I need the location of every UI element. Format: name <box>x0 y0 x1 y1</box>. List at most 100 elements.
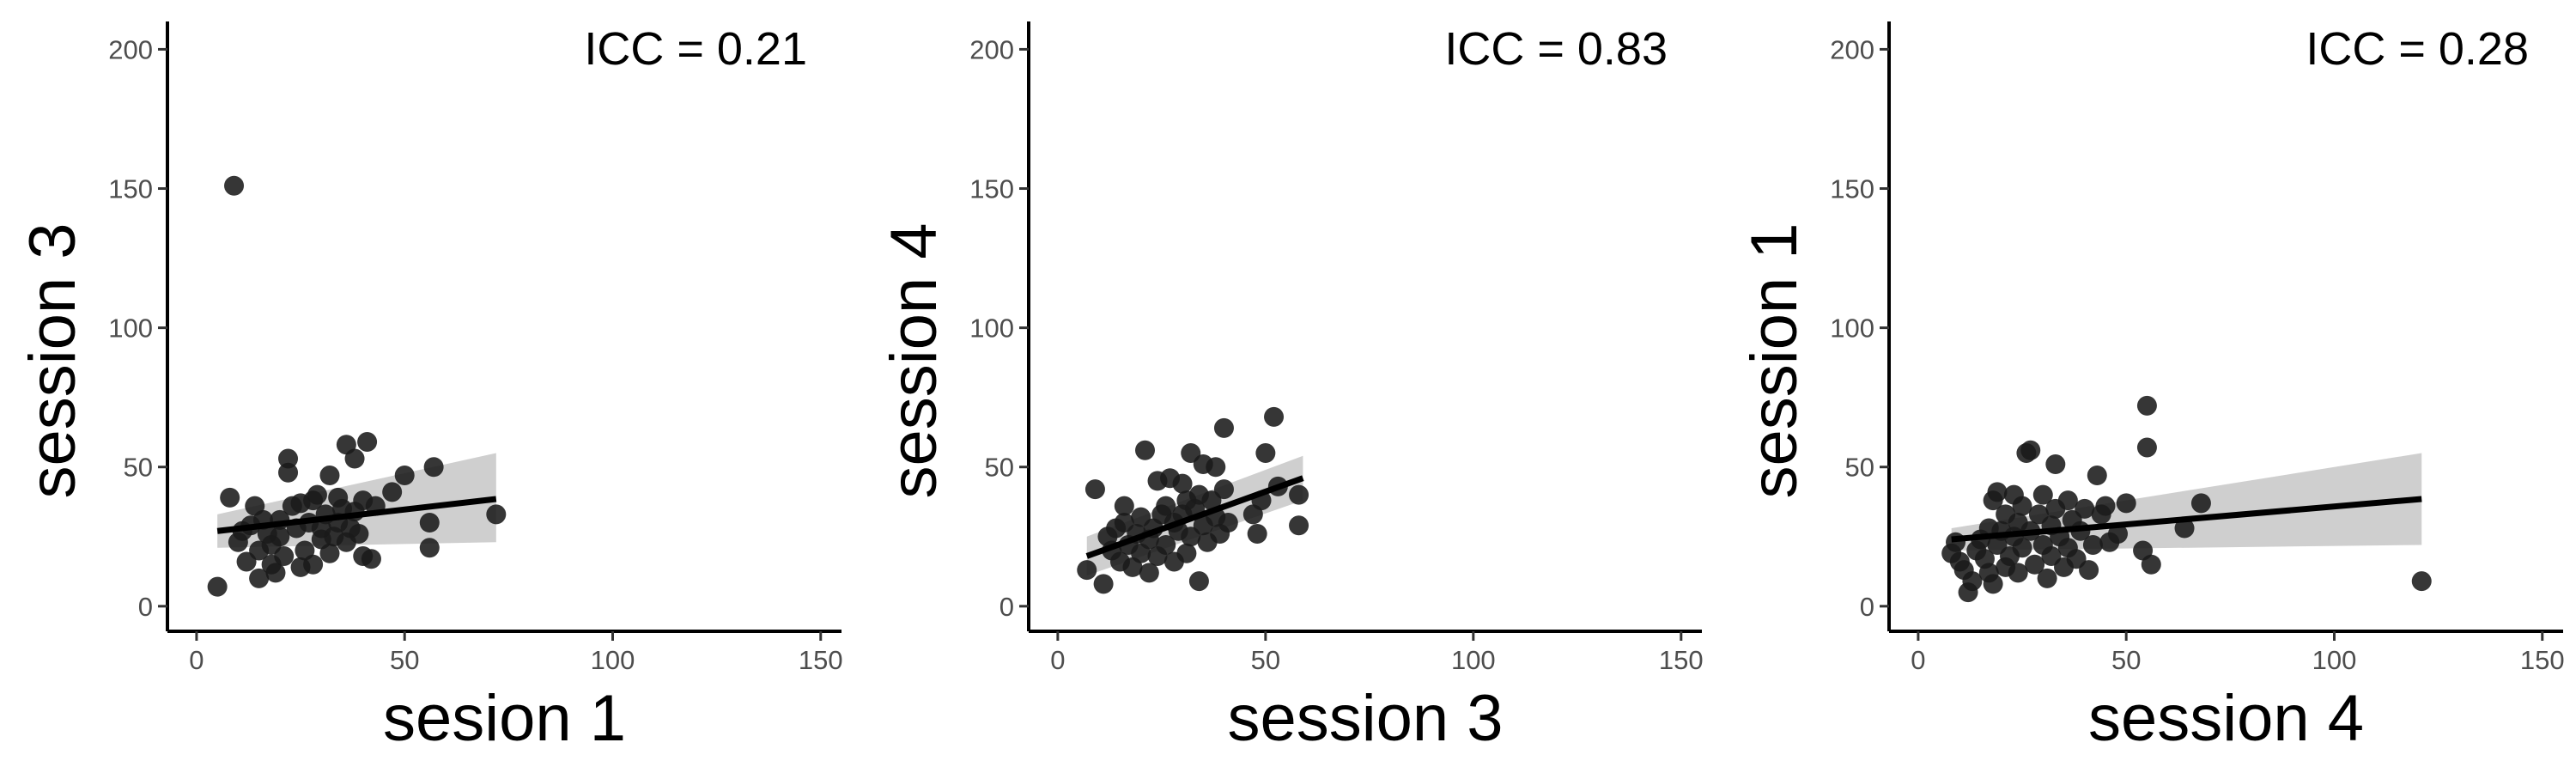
chart-panel-2: 0 50 100 150 0 50 100 150 200 ICC = 0.83 session 3… <box>878 21 1704 755</box>
data-point <box>1289 515 1309 536</box>
icc-annotation: ICC = 0.83 <box>1444 23 1668 75</box>
data-point <box>278 462 299 483</box>
regression-line <box>216 496 497 534</box>
data-point <box>394 465 415 485</box>
y-tick-label: 200 <box>1830 34 1874 64</box>
y-tick-label: 0 <box>999 592 1014 622</box>
regression-line <box>1085 475 1304 559</box>
y-tick-label: 0 <box>1860 592 1874 622</box>
data-point <box>1218 513 1238 533</box>
data-point <box>303 554 324 575</box>
data-point <box>382 482 403 502</box>
data-point <box>2136 437 2157 458</box>
data-point <box>1084 479 1105 500</box>
data-point <box>1289 484 1309 505</box>
chart-panel-1: 0 50 100 150 0 50 100 150 200 ICC = 0.21 sesion 1 s… <box>16 21 843 755</box>
x-tick-label: 50 <box>2111 645 2141 675</box>
data-point <box>1946 532 1966 552</box>
data-point <box>1206 457 1226 478</box>
data-point <box>2075 498 2095 519</box>
data-point <box>1983 574 2003 594</box>
data-point <box>419 513 440 533</box>
x-tick-label: 150 <box>2520 645 2565 675</box>
y-tick-label: 50 <box>124 453 153 483</box>
data-point <box>2032 484 2053 505</box>
data-point <box>307 484 327 505</box>
data-point <box>2095 496 2116 516</box>
data-point <box>278 448 299 469</box>
data-point <box>319 543 340 563</box>
y-tick-label: 50 <box>1845 453 1874 483</box>
data-point <box>1135 440 1156 460</box>
data-point <box>1264 406 1285 427</box>
data-point <box>2141 554 2161 575</box>
y-tick-label: 100 <box>1830 313 1874 344</box>
data-point <box>1255 443 1276 464</box>
data-point <box>361 549 381 569</box>
data-point <box>274 545 295 566</box>
data-point <box>207 576 228 597</box>
data-point <box>249 568 270 588</box>
y-axis-title: session 3 <box>16 222 89 498</box>
y-tick-label: 150 <box>969 174 1014 204</box>
x-tick-label: 150 <box>799 645 843 675</box>
data-point <box>270 526 290 547</box>
data-point <box>1247 524 1267 545</box>
y-tick-label: 100 <box>108 313 153 344</box>
data-point <box>1172 473 1193 494</box>
data-point <box>1114 496 1134 516</box>
x-tick-label: 0 <box>189 645 204 675</box>
data-point <box>1987 482 2008 502</box>
y-tick-label: 150 <box>1830 174 1874 204</box>
x-tick-label: 0 <box>1050 645 1065 675</box>
data-point <box>2087 465 2107 485</box>
data-point <box>2174 518 2195 539</box>
data-point <box>2116 493 2136 514</box>
data-point <box>1093 574 1114 594</box>
data-point <box>2190 493 2211 514</box>
x-tick-label: 100 <box>1451 645 1496 675</box>
x-tick-label: 50 <box>390 645 419 675</box>
data-point <box>2025 554 2045 575</box>
data-point <box>1156 534 1176 555</box>
y-tick-label: 200 <box>969 34 1014 64</box>
data-point <box>2411 571 2432 592</box>
data-point <box>2079 560 2099 581</box>
data-point <box>2020 440 2041 460</box>
data-point <box>419 538 440 558</box>
data-point <box>349 524 369 545</box>
data-point <box>344 448 365 469</box>
x-tick-label: 0 <box>1911 645 1925 675</box>
data-point <box>1188 571 1209 592</box>
data-point <box>357 432 378 453</box>
data-point <box>1156 496 1176 516</box>
data-point <box>265 563 286 583</box>
x-axis-title: session 3 <box>1227 682 1503 755</box>
data-point <box>2108 524 2129 545</box>
data-point <box>2012 496 2032 516</box>
data-point <box>1962 571 1983 592</box>
data-point <box>2082 534 2103 555</box>
x-tick-label: 50 <box>1251 645 1280 675</box>
data-point <box>2037 568 2057 588</box>
y-tick-label: 200 <box>108 34 153 64</box>
data-point <box>486 504 507 525</box>
regression-line <box>1951 496 2422 543</box>
data-point <box>1139 563 1159 583</box>
data-point <box>224 175 245 196</box>
data-point <box>2045 453 2066 474</box>
data-point <box>1077 560 1097 581</box>
x-tick-label: 150 <box>1659 645 1704 675</box>
y-tick-label: 100 <box>969 313 1014 344</box>
y-tick-label: 0 <box>138 592 153 622</box>
data-point <box>319 465 340 485</box>
icc-annotation: ICC = 0.21 <box>584 23 807 75</box>
y-tick-label: 50 <box>985 453 1014 483</box>
data-point <box>1213 479 1234 500</box>
x-tick-label: 100 <box>591 645 635 675</box>
data-point <box>423 457 444 478</box>
x-axis-title: session 4 <box>2088 682 2364 755</box>
data-point <box>220 487 240 508</box>
x-tick-label: 100 <box>2312 645 2357 675</box>
